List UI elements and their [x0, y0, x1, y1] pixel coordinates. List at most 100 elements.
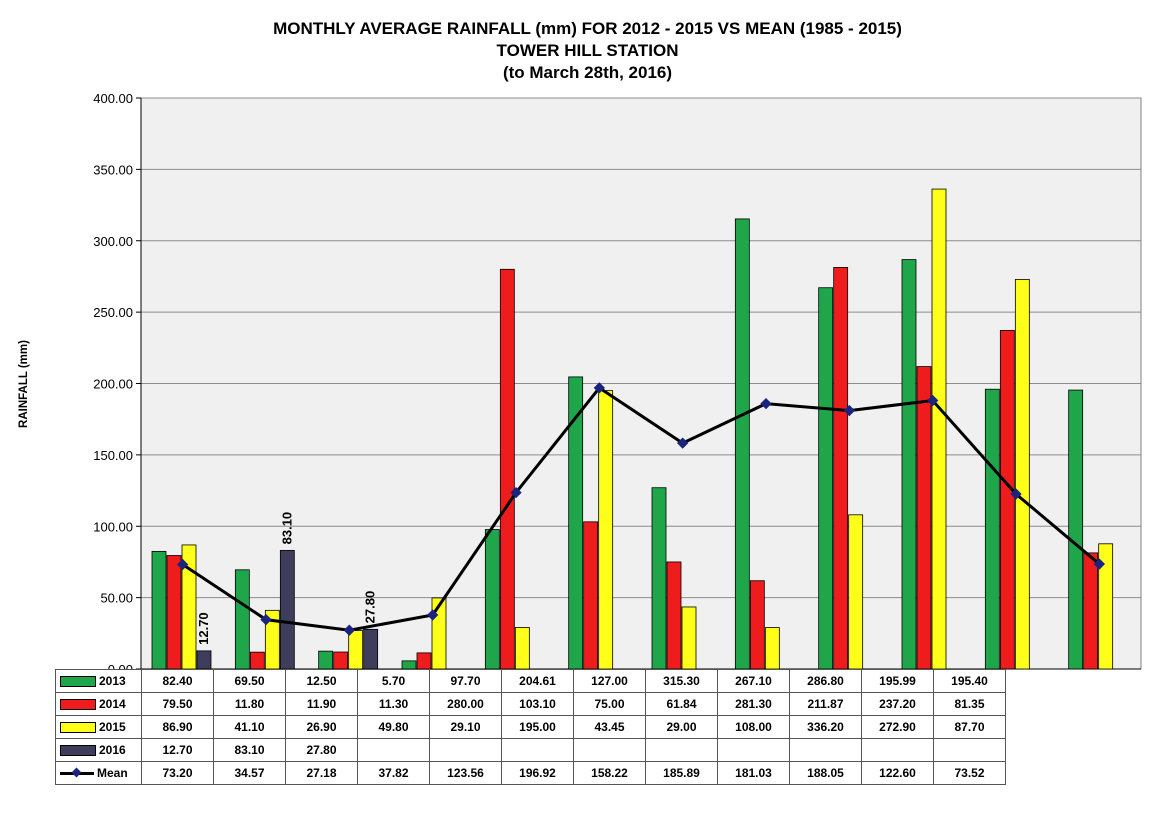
table-cell: 83.10: [213, 738, 286, 762]
table-cell: 280.00: [429, 692, 502, 716]
marker-mean-jan: [177, 558, 189, 571]
table-cell: [933, 738, 1006, 762]
table-cell: 336.20: [789, 715, 862, 739]
marker-mean-jun: [593, 382, 605, 394]
table-cell: 195.99: [861, 669, 934, 693]
line-mean: [181, 385, 1101, 632]
bar-2013-oct: [901, 259, 917, 670]
rainfall-chart: 0.00 50.00 100.00 150.00 200.00 250.00 300.00 3…: [93, 91, 1142, 670]
table-cell: 73.20: [141, 761, 214, 785]
bar-2015-mar: [348, 630, 364, 670]
table-cell: [861, 738, 934, 762]
table-cell: 26.90: [285, 715, 358, 739]
chart-title-line-3: (to March 28th, 2016): [502, 63, 673, 82]
table-cell: [501, 738, 574, 762]
table-cell: 97.70: [429, 669, 502, 693]
data-label-2016-jan: 12.70: [196, 612, 211, 645]
legend-cell: 2015: [55, 715, 142, 739]
bar-2016-feb: [279, 549, 295, 670]
legend-label: 2013: [99, 674, 126, 688]
table-cell: 49.80: [357, 715, 430, 739]
legend-swatch: [60, 699, 96, 711]
y-tick-label: 100.00: [93, 519, 133, 534]
bar-2013-feb: [234, 569, 250, 670]
table-row: 2016 12.70 83.10 27.80: [55, 738, 1006, 762]
marker-mean-jul: [677, 437, 689, 449]
table-cell: 29.00: [645, 715, 718, 739]
y-tick-label: 50.00: [100, 591, 133, 606]
table-cell: [573, 738, 646, 762]
bar-2016-jan: [196, 650, 212, 670]
bar-2013-may: [484, 529, 500, 670]
table-cell: 196.92: [501, 761, 574, 785]
table-cell: 11.80: [213, 692, 286, 716]
bar-2014-jan: [166, 555, 182, 670]
marker-mean-aug: [760, 397, 772, 410]
table-cell: 82.40: [141, 669, 214, 693]
table-cell: [645, 738, 718, 762]
table-cell: 29.10: [429, 715, 502, 739]
bar-2014-dec: [1083, 552, 1099, 670]
marker-mean-may: [510, 486, 522, 499]
legend-cell: Mean: [55, 761, 142, 785]
table-row: 2014 79.50 11.80 11.90 11.30 280.00 103.10 75.0…: [55, 692, 1006, 716]
legend-cell: 2013: [55, 669, 142, 693]
legend-label: 2016: [99, 743, 126, 757]
table-cell: 69.50: [213, 669, 286, 693]
table-cell: 27.80: [285, 738, 358, 762]
table-cell: 73.52: [933, 761, 1006, 785]
table-cell: 158.22: [573, 761, 646, 785]
bar-2015-dec: [1098, 543, 1114, 670]
bar-2014-nov: [999, 329, 1015, 670]
table-cell: 188.05: [789, 761, 862, 785]
bar-2015-jul: [681, 606, 697, 670]
legend-cell: 2014: [55, 692, 142, 716]
chart-title-line-2: TOWER HILL STATION: [496, 41, 679, 60]
bar-2013-nov: [984, 388, 1000, 670]
bar-2015-nov: [1014, 279, 1030, 670]
table-cell: [717, 738, 790, 762]
bar-2014-oct: [916, 366, 932, 670]
bar-2013-jun: [568, 376, 584, 670]
table-cell: 5.70: [357, 669, 430, 693]
table-row: 2013 82.40 69.50 12.50 5.70 97.70 204.61 127.00…: [55, 669, 1006, 693]
table-cell: [357, 738, 430, 762]
table-cell: 37.82: [357, 761, 430, 785]
table-cell: 41.10: [213, 715, 286, 739]
bar-2015-jun: [598, 390, 614, 670]
data-label-2016-feb: 83.10: [279, 512, 294, 545]
legend-swatch: [60, 722, 96, 734]
bar-2013-jul: [651, 487, 667, 670]
bar-2013-sep: [818, 287, 834, 670]
bar-2015-apr: [431, 597, 447, 670]
y-tick-label: 0.00: [108, 662, 133, 670]
marker-mean-mar: [343, 624, 355, 636]
table-cell: 11.90: [285, 692, 358, 716]
bar-2014-jul: [666, 561, 682, 670]
table-cell: 79.50: [141, 692, 214, 716]
table-cell: 267.10: [717, 669, 790, 693]
data-label-2016-mar: 27.80: [363, 591, 378, 624]
table-cell: 181.03: [717, 761, 790, 785]
table-cell: 195.40: [933, 669, 1006, 693]
table-cell: [789, 738, 862, 762]
table-cell: 272.90: [861, 715, 934, 739]
legend-cell: 2016: [55, 738, 142, 762]
table-cell: 61.84: [645, 692, 718, 716]
table-cell: 286.80: [789, 669, 862, 693]
table-row: Mean 73.20 34.57 27.18 37.82 123.56 196.92 158.…: [55, 761, 1006, 785]
bar-2016-mar: [363, 628, 379, 670]
table-cell: 75.00: [573, 692, 646, 716]
table-cell: 86.90: [141, 715, 214, 739]
table-cell: [429, 738, 502, 762]
table-cell: 81.35: [933, 692, 1006, 716]
y-tick-label: 200.00: [93, 377, 133, 392]
table-cell: 204.61: [501, 669, 574, 693]
table-cell: 11.30: [357, 692, 430, 716]
data-table: 2013 82.40 69.50 12.50 5.70 97.70 204.61 127.00…: [55, 669, 1006, 785]
bar-2013-jan: [151, 550, 167, 670]
bar-2014-feb: [249, 651, 265, 670]
bar-2014-may: [499, 268, 515, 670]
table-cell: 12.50: [285, 669, 358, 693]
bar-2014-jun: [583, 521, 599, 670]
